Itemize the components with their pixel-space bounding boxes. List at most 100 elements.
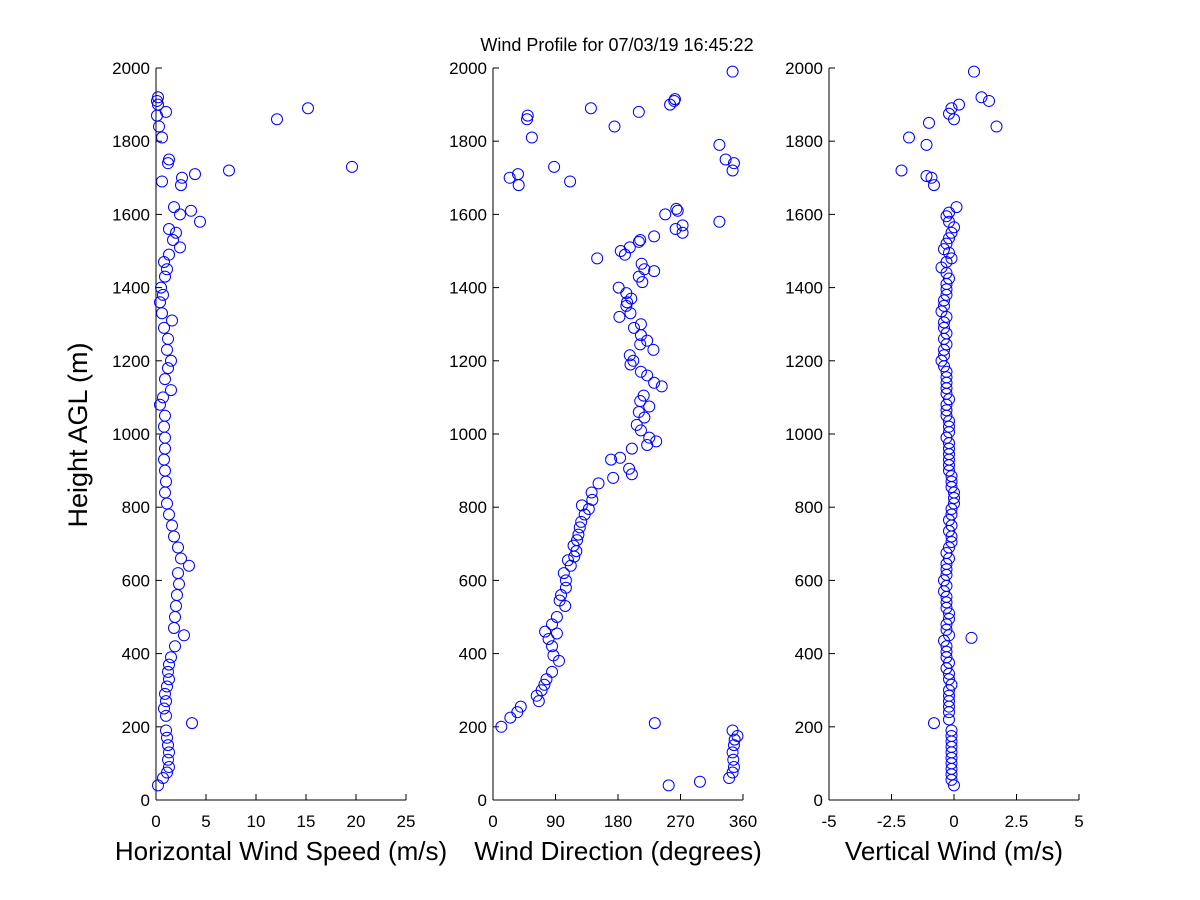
vertical-wind-data-point: [923, 116, 935, 129]
vertical-wind-data-point: [945, 678, 958, 691]
wind-speed-data-point: [169, 640, 181, 653]
wind-direction-data-point: [495, 720, 508, 733]
vertical-wind-data-point: [938, 316, 950, 329]
wind-speed-y-tick-label: 1600: [112, 205, 150, 224]
wind-speed-data-point: [154, 398, 166, 411]
vertical-wind-y-tick-label: 600: [795, 571, 823, 590]
figure-title: Wind Profile for 07/03/19 16:45:22: [480, 35, 753, 55]
vertical-wind-data-point: [945, 724, 958, 737]
wind-direction-data-point: [559, 574, 572, 587]
wind-speed-panel: 0 200 400 600 800 1000 1200 1400 1600 1800 2000 0 5 1…: [112, 59, 447, 866]
vertical-wind-data-point: [938, 349, 950, 362]
wind-direction-data-point: [608, 120, 621, 133]
wind-speed-data-point: [165, 354, 177, 367]
vertical-wind-data-point: [945, 503, 958, 516]
wind-direction-y-tick-label: 1400: [449, 279, 487, 298]
wind-direction-data-point: [662, 779, 675, 792]
vertical-wind-data-point: [940, 618, 953, 631]
wind-direction-panel: 0 200 400 600 800 1000 1200 1400 1600 1800 2000 0 90…: [449, 59, 762, 866]
wind-direction-data-point: [553, 594, 566, 607]
wind-direction-data-point: [550, 611, 563, 623]
wind-direction-data-point: [655, 380, 668, 393]
vertical-wind-data-point: [990, 120, 1003, 133]
vertical-wind-data-point: [945, 226, 958, 239]
wind-direction-data-point: [632, 105, 645, 118]
wind-direction-data-point: [564, 175, 577, 188]
wind-speed-data-point: [165, 651, 177, 664]
wind-speed-data-point: [163, 153, 175, 166]
vertical-wind-y-tick-label: 1800: [785, 132, 823, 151]
wind-speed-data-point: [158, 420, 170, 433]
wind-direction-x-tick-label: 90: [546, 812, 565, 831]
vertical-wind-y-tick-label: 2000: [785, 59, 823, 78]
wind-speed-data-point: [174, 241, 186, 254]
wind-direction-data-point: [727, 753, 740, 766]
vertical-wind-data-point: [943, 713, 955, 726]
wind-speed-data-point: [162, 362, 174, 375]
wind-speed-y-tick-label: 600: [122, 571, 150, 590]
vertical-wind-data-point: [943, 514, 955, 527]
wind-direction-data-point: [613, 310, 626, 323]
vertical-wind-data-point: [940, 371, 953, 384]
wind-direction-data-point: [559, 581, 572, 594]
vertical-wind-data-point: [948, 779, 960, 792]
wind-direction-y-tick-label: 1200: [449, 352, 487, 371]
vertical-wind-data-point: [940, 623, 953, 636]
wind-speed-x-tick-label: 0: [151, 812, 160, 831]
wind-speed-x-axis-label: Horizontal Wind Speed (m/s): [115, 836, 447, 866]
wind-direction-data-point: [713, 138, 726, 151]
wind-direction-data-point: [648, 717, 661, 730]
vertical-wind-data-point: [938, 243, 950, 256]
wind-speed-data-point: [156, 175, 168, 188]
wind-speed-data-point: [302, 102, 314, 115]
wind-direction-y-tick-label: 2000: [449, 59, 487, 78]
wind-speed-data-point: [159, 409, 171, 422]
vertical-wind-x-tick-label: 0: [949, 812, 958, 831]
wind-speed-data-point: [159, 270, 171, 283]
wind-direction-data-point: [638, 263, 651, 276]
wind-direction-data-point: [550, 627, 563, 640]
vertical-wind-panel: 0 200 400 600 800 1000 1200 1400 1600 1800 2000 -5 -…: [785, 59, 1084, 866]
wind-direction-data-point: [728, 733, 741, 746]
wind-direction-data-point: [546, 665, 559, 678]
y-axis-label: Height AGL (m): [63, 342, 93, 527]
wind-direction-x-axis-label: Wind Direction (degrees): [474, 836, 762, 866]
wind-speed-data-point: [176, 171, 188, 184]
wind-speed-data-point: [169, 611, 181, 623]
vertical-wind-y-tick-label: 1200: [785, 352, 823, 371]
wind-speed-data-point: [162, 332, 174, 345]
wind-direction-data-point: [634, 338, 647, 351]
wind-speed-data-point: [151, 94, 163, 107]
wind-direction-data-point: [584, 102, 597, 115]
wind-direction-data-point: [727, 761, 740, 774]
vertical-wind-data-point: [948, 486, 960, 499]
wind-direction-data-point: [647, 343, 660, 356]
wind-speed-data-point: [153, 120, 165, 133]
vertical-wind-data-point: [943, 607, 955, 620]
wind-direction-data-point: [592, 477, 605, 490]
vertical-wind-data-point: [943, 612, 955, 625]
wind-direction-data-point: [635, 257, 648, 270]
wind-direction-data-point: [630, 418, 643, 431]
wind-direction-x-tick-label: 0: [488, 812, 497, 831]
vertical-wind-data-point: [938, 294, 950, 307]
vertical-wind-data-point: [950, 201, 963, 214]
vertical-wind-data-point: [938, 321, 950, 334]
wind-direction-data-point: [621, 296, 634, 309]
wind-direction-data-point: [627, 321, 640, 334]
vertical-wind-data-point: [945, 102, 958, 115]
wind-speed-data-point: [170, 226, 182, 239]
wind-speed-data-point: [159, 687, 171, 700]
vertical-wind-data-point: [943, 215, 955, 228]
wind-speed-y-tick-label: 400: [122, 645, 150, 664]
wind-direction-data-point: [676, 219, 689, 232]
wind-speed-data-point: [175, 179, 187, 192]
wind-direction-data-point: [575, 515, 588, 528]
wind-speed-data-point: [162, 753, 174, 766]
wind-direction-data-point: [634, 365, 647, 378]
wind-speed-data-point: [183, 559, 195, 572]
wind-speed-data-point: [152, 91, 164, 104]
wind-speed-data-point: [172, 567, 184, 580]
wind-speed-y-tick-label: 0: [141, 791, 150, 810]
wind-speed-data-point: [162, 665, 174, 678]
